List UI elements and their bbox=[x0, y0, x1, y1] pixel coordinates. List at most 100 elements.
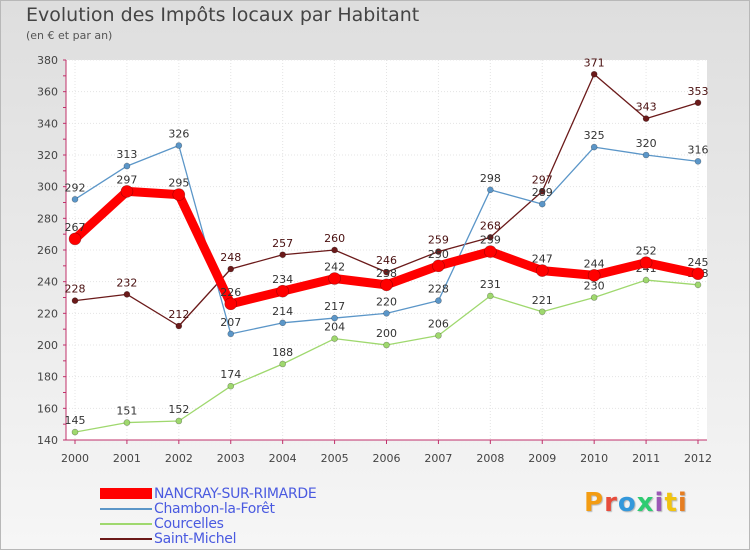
data-point-saint-michel bbox=[227, 265, 235, 273]
data-point-courcelles bbox=[487, 292, 494, 300]
data-point-chambon-la-fore-t bbox=[642, 151, 650, 159]
y-tick-label: 360 bbox=[37, 86, 58, 99]
y-tick-label: 260 bbox=[37, 244, 58, 257]
data-point-courcelles bbox=[175, 417, 183, 425]
data-label-courcelles: 230 bbox=[584, 280, 605, 293]
logo-letter: P bbox=[584, 488, 605, 518]
data-point-chambon-la-fore-t bbox=[175, 142, 183, 149]
data-point-nancray-sur-rimarde bbox=[432, 259, 445, 273]
data-label-chambon-la-fore-t: 313 bbox=[116, 148, 137, 161]
legend-item-chambon[interactable]: Chambon-la-Forêt bbox=[100, 500, 275, 517]
proxiti-logo: Proxiti bbox=[584, 488, 688, 518]
x-tick-label: 2004 bbox=[269, 452, 297, 465]
data-label-nancray-sur-rimarde: 295 bbox=[168, 177, 189, 190]
legend-swatch-courcelles bbox=[100, 522, 152, 525]
data-point-saint-michel bbox=[175, 322, 183, 330]
data-label-nancray-sur-rimarde: 234 bbox=[272, 273, 293, 286]
data-label-saint-michel: 260 bbox=[324, 232, 345, 245]
data-point-saint-michel bbox=[487, 234, 494, 241]
logo-letter: i bbox=[677, 488, 688, 518]
data-point-courcelles bbox=[694, 281, 702, 289]
x-tick-label: 2005 bbox=[321, 452, 349, 465]
legend-item-nancray[interactable]: NANCRAY-SUR-RIMARDE bbox=[100, 486, 317, 502]
data-label-nancray-sur-rimarde: 245 bbox=[688, 256, 709, 269]
data-label-courcelles: 206 bbox=[428, 318, 449, 331]
data-point-courcelles bbox=[435, 332, 442, 339]
data-point-saint-michel bbox=[694, 99, 702, 107]
logo-letter: r bbox=[604, 488, 618, 518]
legend-item-saint-michel[interactable]: Saint-Michel bbox=[100, 530, 237, 547]
data-point-nancray-sur-rimarde bbox=[328, 272, 341, 285]
data-label-chambon-la-fore-t: 207 bbox=[220, 316, 241, 329]
y-tick-label: 320 bbox=[37, 149, 58, 162]
x-tick-label: 2010 bbox=[580, 452, 608, 465]
legend-swatch-nancray bbox=[100, 488, 152, 499]
data-point-chambon-la-fore-t bbox=[435, 297, 442, 304]
data-point-courcelles bbox=[71, 428, 79, 436]
legend-label-chambon: Chambon-la-Forêt bbox=[154, 500, 275, 517]
data-label-courcelles: 151 bbox=[116, 405, 137, 418]
data-label-saint-michel: 228 bbox=[65, 283, 86, 296]
data-point-saint-michel bbox=[331, 246, 338, 254]
data-label-saint-michel: 297 bbox=[532, 173, 553, 186]
data-label-courcelles: 152 bbox=[168, 403, 189, 416]
y-tick-label: 180 bbox=[37, 371, 58, 384]
data-point-courcelles bbox=[590, 294, 598, 301]
data-point-chambon-la-fore-t bbox=[331, 314, 338, 322]
chart-title: Evolution des Impôts locaux par Habitant bbox=[26, 4, 420, 26]
data-point-saint-michel bbox=[123, 291, 131, 298]
data-label-saint-michel: 257 bbox=[272, 237, 293, 250]
y-tick-label: 240 bbox=[37, 276, 58, 289]
data-label-nancray-sur-rimarde: 297 bbox=[116, 173, 137, 186]
data-point-saint-michel bbox=[538, 188, 546, 195]
data-point-nancray-sur-rimarde bbox=[639, 256, 653, 269]
data-point-chambon-la-fore-t bbox=[487, 186, 494, 194]
logo-letter: i bbox=[654, 488, 665, 518]
data-point-nancray-sur-rimarde bbox=[484, 245, 497, 258]
data-label-chambon-la-fore-t: 326 bbox=[168, 128, 189, 141]
data-label-chambon-la-fore-t: 316 bbox=[688, 143, 709, 156]
data-label-chambon-la-fore-t: 292 bbox=[65, 181, 86, 194]
data-label-saint-michel: 268 bbox=[480, 219, 501, 232]
data-point-saint-michel bbox=[71, 297, 79, 304]
x-tick-label: 2001 bbox=[113, 452, 141, 465]
data-label-saint-michel: 232 bbox=[116, 276, 137, 289]
data-label-nancray-sur-rimarde: 247 bbox=[532, 253, 553, 266]
y-tick-label: 200 bbox=[37, 339, 58, 352]
data-label-nancray-sur-rimarde: 226 bbox=[220, 286, 241, 299]
data-point-chambon-la-fore-t bbox=[538, 200, 546, 208]
data-label-courcelles: 174 bbox=[220, 368, 241, 381]
data-point-chambon-la-fore-t bbox=[694, 158, 702, 165]
data-label-courcelles: 221 bbox=[532, 294, 553, 307]
line-chart: 140 160 180 200 220 240 260 280 300 320 340 360 380 2… bbox=[37, 54, 712, 465]
legend-swatch-saint-michel bbox=[100, 537, 152, 540]
data-label-chambon-la-fore-t: 298 bbox=[480, 172, 501, 185]
data-label-saint-michel: 343 bbox=[636, 101, 657, 114]
data-point-courcelles bbox=[227, 382, 235, 390]
data-label-chambon-la-fore-t: 217 bbox=[324, 300, 345, 313]
data-label-chambon-la-fore-t: 214 bbox=[272, 305, 293, 318]
data-label-courcelles: 188 bbox=[272, 346, 293, 359]
data-label-chambon-la-fore-t: 220 bbox=[376, 295, 397, 308]
x-tick-label: 2009 bbox=[528, 452, 556, 465]
x-tick-label: 2000 bbox=[61, 452, 89, 465]
data-label-chambon-la-fore-t: 320 bbox=[636, 137, 657, 150]
legend-item-courcelles[interactable]: Courcelles bbox=[100, 516, 224, 532]
y-tick-label: 340 bbox=[37, 117, 58, 130]
legend-label-saint-michel: Saint-Michel bbox=[154, 530, 237, 547]
data-label-nancray-sur-rimarde: 238 bbox=[376, 267, 397, 280]
logo-letter: o bbox=[617, 488, 637, 518]
data-point-courcelles bbox=[279, 360, 286, 368]
data-point-nancray-sur-rimarde bbox=[68, 232, 82, 246]
y-tick-label: 380 bbox=[37, 54, 58, 67]
data-point-courcelles bbox=[538, 308, 546, 316]
data-point-saint-michel bbox=[383, 268, 390, 276]
data-label-chambon-la-fore-t: 228 bbox=[428, 283, 449, 296]
data-point-saint-michel bbox=[642, 115, 650, 122]
data-point-nancray-sur-rimarde bbox=[276, 284, 289, 298]
data-label-nancray-sur-rimarde: 250 bbox=[428, 248, 449, 261]
data-point-nancray-sur-rimarde bbox=[380, 278, 393, 292]
x-tick-label: 2003 bbox=[217, 452, 245, 465]
series-chambon-la-fore-t: 292 313 326 207 214 217 220 228 298 289 325 320 316 bbox=[65, 128, 709, 338]
